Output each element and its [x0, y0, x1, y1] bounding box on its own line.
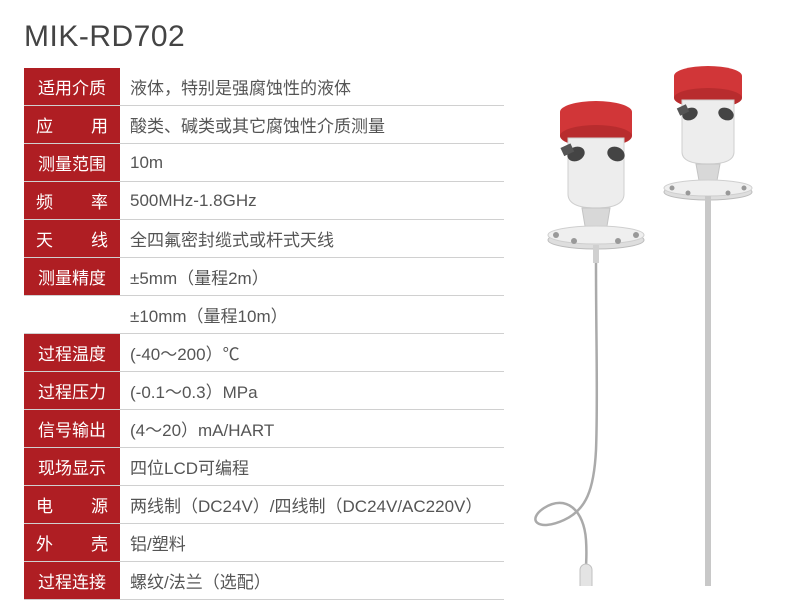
- spec-label: 测量范围: [24, 144, 120, 181]
- spec-row: 天线全四氟密封缆式或杆式天线: [24, 220, 504, 258]
- spec-label-char: 源: [91, 492, 108, 517]
- spec-value: (4～20）mA/HART: [120, 410, 504, 447]
- spec-row: 测量精度±5mm（量程2m）: [24, 258, 504, 296]
- spec-row: 过程温度(-40～200）℃: [24, 334, 504, 372]
- spec-label: 过程压力: [24, 372, 120, 409]
- spec-value: 10m: [120, 144, 504, 181]
- spec-label-char: 用: [91, 112, 108, 137]
- spec-value: 500MHz-1.8GHz: [120, 182, 504, 219]
- spec-label-char: 天: [36, 226, 53, 251]
- spec-value: 全四氟密封缆式或杆式天线: [120, 220, 504, 257]
- page-title: MIK-RD702: [24, 20, 766, 54]
- spec-table: 适用介质液体，特别是强腐蚀性的液体应用酸类、碱类或其它腐蚀性介质测量测量范围10…: [24, 68, 504, 600]
- spec-label: 信号输出: [24, 410, 120, 447]
- spec-label-char: 应: [36, 112, 53, 137]
- spec-value: 四位LCD可编程: [120, 448, 504, 485]
- spec-row: 应用酸类、碱类或其它腐蚀性介质测量: [24, 106, 504, 144]
- spec-row: ±10mm（量程10m）: [24, 296, 504, 334]
- spec-label-char: 电: [36, 492, 53, 517]
- spec-row: 外壳铝/塑料: [24, 524, 504, 562]
- spec-label: 过程连接: [24, 562, 120, 599]
- spec-label: 应用: [24, 106, 120, 143]
- spec-label-char: 频: [36, 188, 53, 213]
- spec-label: 电源: [24, 486, 120, 523]
- spec-value: 铝/塑料: [120, 524, 504, 561]
- spec-row: 频率500MHz-1.8GHz: [24, 182, 504, 220]
- spec-label-char: 壳: [91, 530, 108, 555]
- spec-value: 两线制（DC24V）/四线制（DC24V/AC220V）: [120, 486, 504, 523]
- spec-value: ±5mm（量程2m）: [120, 258, 504, 295]
- spec-label-char: 率: [91, 188, 108, 213]
- spec-label: 外壳: [24, 524, 120, 561]
- spec-value: 螺纹/法兰（选配）: [120, 562, 504, 599]
- spec-row: 适用介质液体，特别是强腐蚀性的液体: [24, 68, 504, 106]
- spec-value: 液体，特别是强腐蚀性的液体: [120, 68, 504, 105]
- spec-value: (-40～200）℃: [120, 334, 504, 371]
- spec-label: 适用介质: [24, 68, 120, 105]
- spec-label-char: 外: [36, 530, 53, 555]
- spec-label: 测量精度: [24, 258, 120, 295]
- spec-value: 酸类、碱类或其它腐蚀性介质测量: [120, 106, 504, 143]
- spec-row: 测量范围10m: [24, 144, 504, 182]
- spec-label-char: 线: [91, 226, 108, 251]
- spec-row: 信号输出(4～20）mA/HART: [24, 410, 504, 448]
- spec-label: 现场显示: [24, 448, 120, 485]
- spec-label: 过程温度: [24, 334, 120, 371]
- spec-row: 现场显示四位LCD可编程: [24, 448, 504, 486]
- spec-label: 天线: [24, 220, 120, 257]
- spec-row: 过程压力(-0.1～0.3）MPa: [24, 372, 504, 410]
- product-image: [518, 56, 778, 586]
- spec-label: 频率: [24, 182, 120, 219]
- spec-row: 过程连接螺纹/法兰（选配）: [24, 562, 504, 600]
- spec-row: 电源两线制（DC24V）/四线制（DC24V/AC220V）: [24, 486, 504, 524]
- spec-value: (-0.1～0.3）MPa: [120, 372, 504, 409]
- spec-value: ±10mm（量程10m）: [24, 296, 504, 333]
